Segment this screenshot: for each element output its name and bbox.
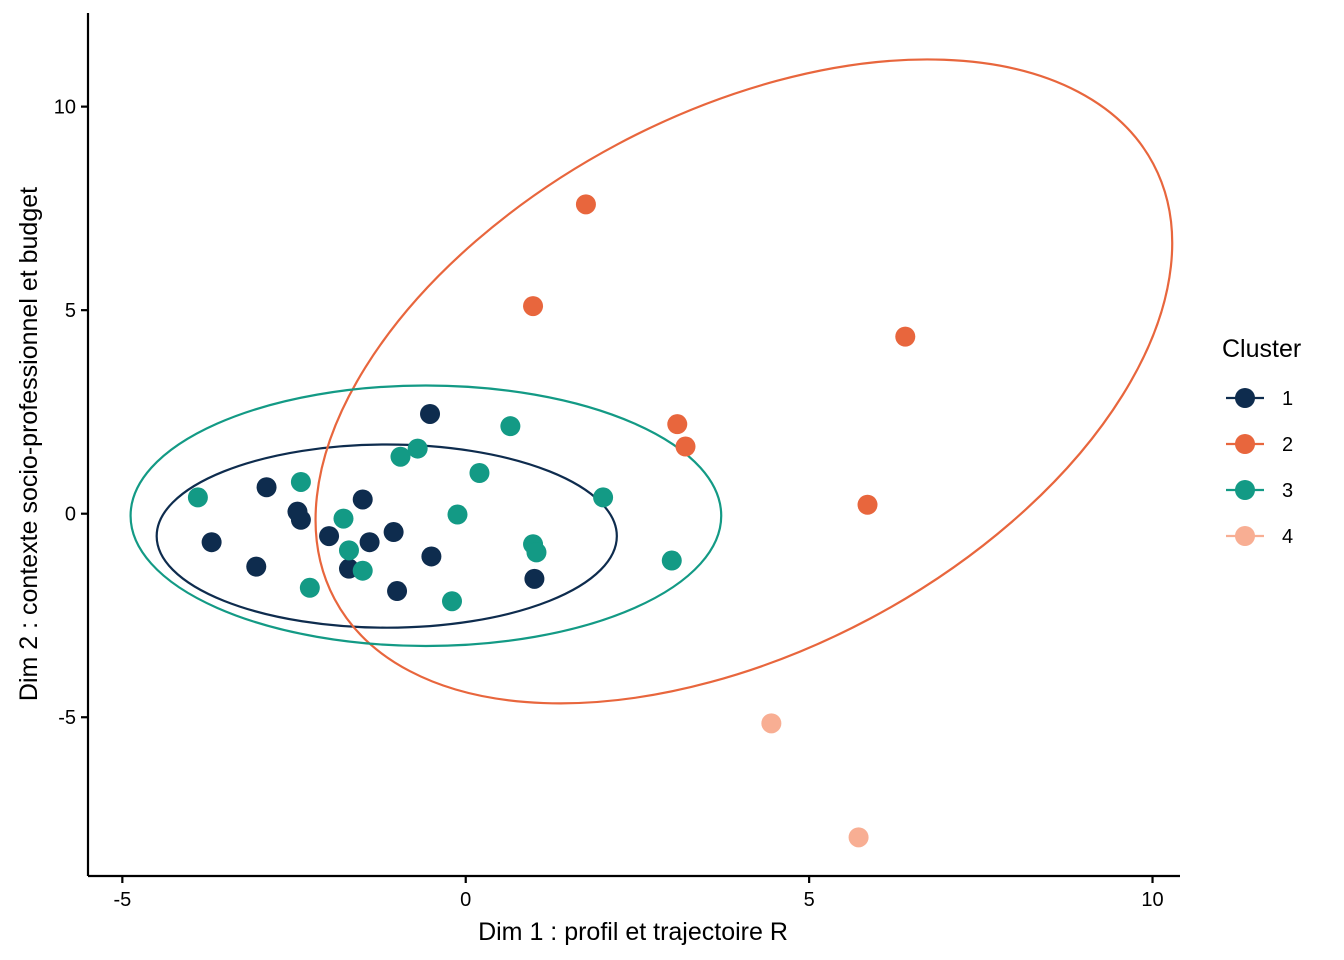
point-cluster-2 [675,436,696,457]
point-cluster-3 [407,438,428,459]
point-cluster-3 [593,487,614,508]
confidence-ellipse-cluster-1 [155,443,618,629]
legend-label: 3 [1282,480,1293,502]
point-cluster-3 [390,446,411,467]
point-cluster-1 [524,568,545,589]
point-cluster-3 [290,471,311,492]
x-axis-title: Dim 1 : profil et trajectoire R [478,918,788,946]
point-cluster-1 [290,509,311,530]
y-tick-label: 0 [65,504,76,526]
y-axis-title: Dim 2 : contexte socio-professionnel et … [15,187,43,701]
point-cluster-1 [246,556,267,577]
point-cluster-3 [442,591,462,612]
confidence-ellipse-cluster-2 [314,58,1174,705]
x-tick-label: -5 [113,889,131,911]
point-cluster-3 [299,577,320,598]
point-cluster-1 [352,489,373,510]
legend-item-2: 2 [1226,434,1293,456]
legend-item-3: 3 [1226,480,1293,502]
legend-key-point [1235,388,1255,408]
point-cluster-3 [526,542,547,563]
point-cluster-4 [761,713,782,734]
point-cluster-2 [895,326,916,347]
point-cluster-2 [523,296,544,317]
legend-item-1: 1 [1226,388,1293,410]
point-cluster-1 [383,522,404,543]
y-tick-label: -5 [58,707,76,729]
x-tick-label: 10 [1141,889,1163,911]
point-cluster-3 [338,540,359,561]
point-cluster-3 [661,550,682,571]
point-cluster-1 [420,403,441,424]
point-cluster-1 [201,532,222,553]
legend-label: 4 [1282,526,1293,548]
x-tick-label: 5 [804,889,815,911]
legend-title: Cluster [1222,335,1301,363]
confidence-ellipse-cluster-3 [129,384,723,648]
point-cluster-3 [333,508,354,529]
legend-label: 2 [1282,434,1293,456]
legend-key-point [1235,480,1255,500]
cluster-points [187,194,916,848]
point-cluster-2 [857,494,878,515]
point-cluster-1 [256,477,277,498]
point-cluster-2 [575,194,596,215]
point-cluster-1 [421,546,442,567]
point-cluster-4 [848,827,869,848]
point-cluster-3 [500,416,521,437]
x-tick-label: 0 [460,889,471,911]
legend-item-4: 4 [1226,526,1293,548]
axes [86,13,1180,878]
legend-label: 1 [1282,388,1293,410]
legend: Cluster 1 2 3 4 [1222,335,1301,548]
cluster-ellipses [129,58,1174,705]
point-cluster-1 [359,532,380,553]
point-cluster-1 [319,526,340,547]
point-cluster-3 [352,560,373,581]
point-cluster-3 [469,462,490,483]
y-tick-label: 10 [54,97,76,119]
axis-ticks: -5 0 5 10 -5 0 5 10 [54,97,1164,911]
legend-key-point [1235,526,1255,546]
y-tick-label: 5 [65,300,76,322]
point-cluster-3 [447,504,468,525]
point-cluster-1 [387,581,408,602]
point-cluster-3 [187,487,208,508]
point-cluster-2 [667,414,688,435]
legend-key-point [1235,434,1255,454]
